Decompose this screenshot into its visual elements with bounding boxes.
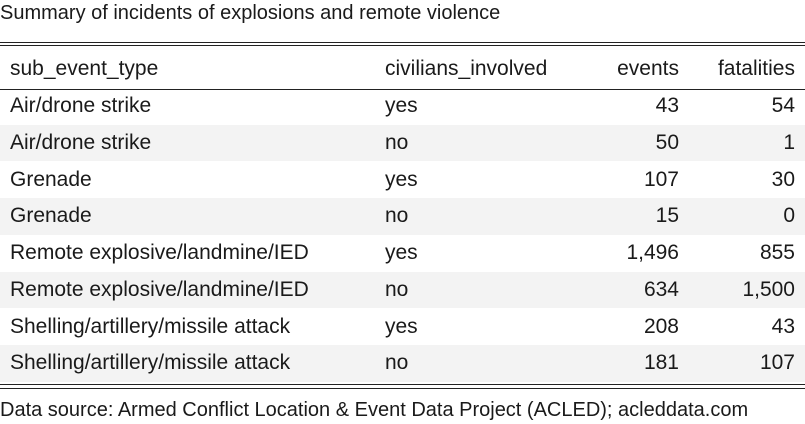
header-civilians-involved: civilians_involved [385, 57, 548, 81]
table-row: Grenade no 15 0 [0, 198, 805, 235]
cell-civilians-involved: no [385, 130, 409, 154]
table-row: Shelling/artillery/missile attack no 181 10… [0, 345, 805, 382]
cell-civilians-involved: no [385, 277, 409, 301]
cell-fatalities: 54 [771, 94, 795, 118]
cell-sub-event-type: Air/drone strike [10, 94, 152, 118]
table-row: Air/drone strike no 50 1 [0, 124, 805, 162]
cell-events: 1,496 [626, 241, 679, 265]
cell-events: 107 [643, 167, 679, 191]
data-source-note: Data source: Armed Conflict Location & E… [0, 399, 749, 421]
top-rule-2 [0, 45, 805, 46]
table-row: Air/drone strike yes 43 54 [0, 88, 805, 125]
cell-civilians-involved: no [385, 204, 409, 228]
cell-fatalities: 1 [783, 130, 795, 154]
cell-civilians-involved: no [385, 351, 409, 375]
cell-sub-event-type: Shelling/artillery/missile attack [10, 351, 291, 375]
table-row: Remote explosive/landmine/IED yes 1,496 855 [0, 235, 805, 272]
cell-fatalities: 1,500 [742, 277, 795, 301]
cell-events: 15 [655, 204, 679, 228]
cell-sub-event-type: Shelling/artillery/missile attack [10, 314, 291, 338]
cell-fatalities: 107 [759, 351, 795, 375]
header-fatalities: fatalities [717, 57, 795, 81]
cell-sub-event-type: Grenade [10, 204, 92, 228]
bottom-rule-2 [0, 388, 805, 389]
cell-sub-event-type: Remote explosive/landmine/IED [10, 277, 309, 301]
table-caption: Summary of incidents of explosions and r… [0, 2, 501, 24]
cell-sub-event-type: Remote explosive/landmine/IED [10, 241, 309, 265]
cell-events: 43 [655, 94, 679, 118]
header-events: events [617, 57, 679, 81]
cell-events: 50 [655, 130, 679, 154]
header-rule [0, 89, 805, 90]
cell-fatalities: 30 [771, 167, 795, 191]
table-header-row: sub_event_type civilians_involved events… [0, 51, 805, 88]
cell-sub-event-type: Air/drone strike [10, 130, 152, 154]
cell-civilians-involved: yes [385, 167, 418, 191]
cell-fatalities: 0 [783, 204, 795, 228]
top-rule-1 [0, 42, 805, 43]
cell-civilians-involved: yes [385, 241, 418, 265]
summary-table: sub_event_type civilians_involved events… [0, 51, 805, 382]
cell-civilians-involved: yes [385, 314, 418, 338]
cell-events: 634 [643, 277, 679, 301]
table-body: Air/drone strike yes 43 54 Air/drone strike n… [0, 88, 805, 382]
header-sub-event-type: sub_event_type [10, 57, 159, 81]
cell-fatalities: 855 [759, 241, 795, 265]
cell-sub-event-type: Grenade [10, 167, 92, 191]
table-row: Grenade yes 107 30 [0, 161, 805, 198]
cell-events: 208 [643, 314, 679, 338]
bottom-rule-1 [0, 384, 805, 385]
cell-civilians-involved: yes [385, 94, 418, 118]
table-row: Remote explosive/landmine/IED no 634 1,500 [0, 271, 805, 309]
cell-events: 181 [643, 351, 679, 375]
table-row: Shelling/artillery/missile attack yes 208 4… [0, 308, 805, 345]
cell-fatalities: 43 [771, 314, 795, 338]
